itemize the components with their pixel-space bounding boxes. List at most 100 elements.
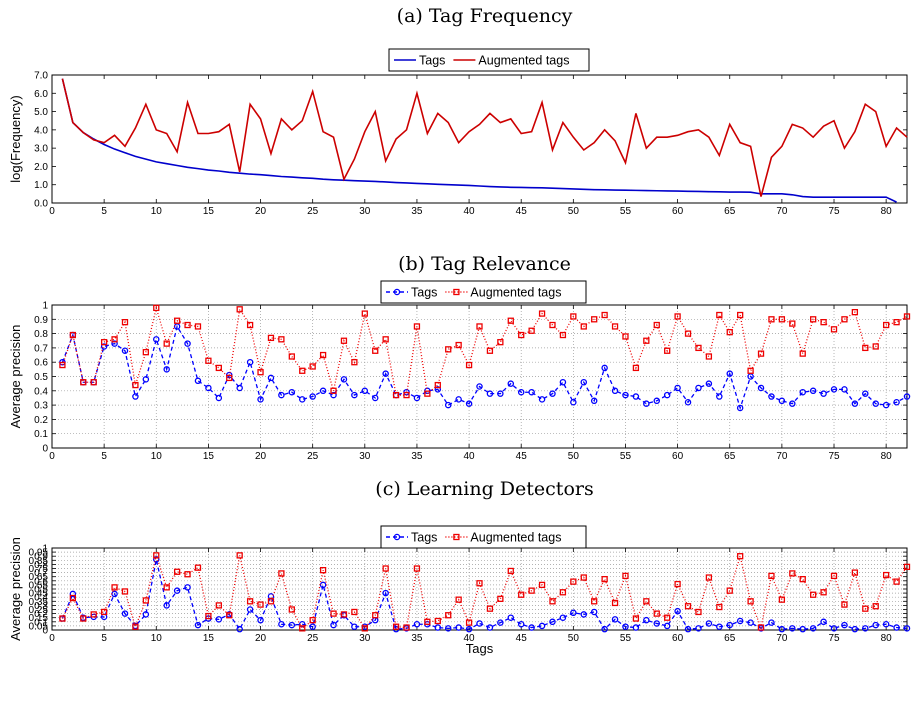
data-point — [643, 400, 650, 407]
x-tick-label: 55 — [620, 206, 632, 217]
data-point — [747, 367, 754, 374]
legend-item: Augmented tags — [445, 531, 561, 545]
data-point — [768, 393, 775, 400]
data-point — [153, 552, 160, 559]
data-point — [528, 624, 535, 631]
data-point — [215, 394, 223, 402]
data-point — [205, 384, 212, 392]
data-point — [716, 393, 723, 400]
data-point — [663, 391, 671, 399]
data-point — [830, 326, 838, 333]
data-point — [517, 621, 525, 628]
chart-title: (a) Tag Frequency — [397, 5, 573, 27]
data-point — [205, 357, 212, 364]
x-axis-label: Tags — [466, 641, 494, 656]
data-point — [507, 317, 514, 324]
data-point — [246, 358, 254, 366]
data-point — [737, 553, 744, 560]
data-point — [215, 616, 223, 623]
y-tick-label: 0.85 — [29, 556, 49, 567]
data-point — [590, 608, 598, 616]
y-tick-label: 0.3 — [34, 401, 48, 412]
y-tick-label: 0.1 — [34, 429, 48, 440]
x-tick-label: 35 — [411, 633, 423, 644]
data-point — [371, 394, 379, 402]
data-point — [142, 349, 149, 356]
data-point — [445, 346, 452, 353]
data-point — [121, 347, 129, 355]
data-point — [278, 336, 285, 343]
data-point — [882, 321, 890, 329]
series-tags — [59, 556, 911, 633]
y-tick-label: 0.2 — [34, 415, 48, 426]
data-point — [194, 377, 202, 385]
x-tick-label: 70 — [776, 451, 788, 462]
data-point — [444, 625, 452, 632]
data-point — [841, 621, 848, 629]
data-point — [611, 599, 619, 607]
data-point — [622, 623, 629, 630]
data-point — [236, 306, 243, 313]
data-point — [392, 391, 400, 399]
data-point — [455, 341, 462, 349]
data-point — [674, 580, 681, 588]
y-tick-label: 1.0 — [34, 180, 48, 191]
series-line — [61, 305, 908, 396]
data-point — [580, 574, 587, 581]
data-point — [632, 364, 640, 372]
data-point — [246, 321, 254, 329]
data-point — [257, 601, 264, 608]
data-point — [184, 321, 191, 329]
data-point — [403, 624, 410, 631]
data-point — [664, 347, 671, 354]
data-point — [444, 401, 452, 409]
data-point — [789, 625, 796, 632]
data-point — [246, 606, 254, 613]
data-point — [330, 387, 337, 394]
data-point — [726, 370, 733, 377]
data-point — [653, 620, 661, 627]
data-point — [580, 323, 587, 330]
data-point — [882, 621, 890, 628]
data-point — [695, 384, 702, 392]
series-augmented-tags — [59, 304, 911, 399]
series-line — [61, 324, 908, 411]
y-tick-label: 0.8 — [34, 329, 48, 340]
x-tick-label: 60 — [672, 633, 684, 644]
x-tick-label: 75 — [828, 206, 840, 217]
y-tick-label: 0.7 — [34, 568, 48, 579]
data-point — [476, 580, 483, 587]
data-point — [476, 383, 483, 390]
data-point — [851, 569, 859, 576]
data-point — [872, 343, 879, 350]
data-point — [830, 572, 838, 580]
data-point — [184, 571, 191, 578]
legend-marker — [393, 288, 401, 296]
data-point — [809, 625, 817, 632]
data-point — [142, 597, 149, 604]
data-point — [246, 598, 254, 605]
data-point — [319, 351, 327, 359]
data-point — [726, 587, 733, 594]
data-point — [726, 621, 733, 629]
data-point — [132, 393, 139, 400]
data-point — [632, 393, 640, 400]
data-point — [517, 388, 525, 396]
data-point — [747, 598, 754, 605]
data-point — [90, 379, 97, 386]
y-tick-label: 0.9 — [34, 315, 48, 326]
y-tick-label: 0.4 — [34, 386, 48, 397]
data-point — [434, 617, 441, 625]
data-point — [549, 618, 556, 626]
data-point — [121, 319, 129, 326]
data-point — [872, 603, 879, 610]
y-tick-label: 0.6 — [34, 576, 48, 587]
plot-area — [51, 547, 908, 631]
data-point — [173, 568, 181, 575]
data-point — [622, 391, 629, 399]
data-point — [434, 386, 442, 393]
data-point — [111, 584, 118, 591]
data-point — [330, 621, 337, 629]
data-point — [862, 605, 869, 612]
data-point — [163, 366, 170, 373]
